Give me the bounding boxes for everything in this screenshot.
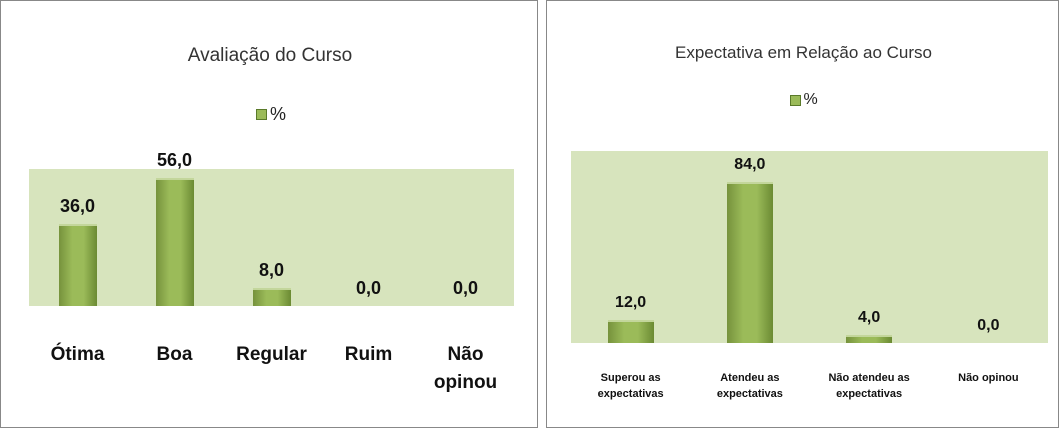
data-label: 4,0 <box>858 309 881 327</box>
x-tick-label: Superou as expectativas <box>597 372 664 400</box>
bar <box>252 287 291 306</box>
bar <box>607 319 654 343</box>
bar <box>846 335 893 343</box>
chart-panel: Expectativa em Relação ao Curso% Superou … <box>546 0 1059 428</box>
bar <box>58 223 97 306</box>
x-tick-label: Não atendeu as expectativas <box>828 372 910 400</box>
data-label: 84,0 <box>734 155 766 173</box>
bar <box>726 181 773 343</box>
legend-swatch <box>789 94 801 106</box>
data-label: 12,0 <box>615 293 647 311</box>
data-label: 0,0 <box>977 317 1000 334</box>
x-tick-label: Atendeu as expectativas <box>716 372 783 400</box>
x-tick-label: Ótima <box>50 344 105 365</box>
plot-area <box>29 169 514 306</box>
legend: % <box>789 91 818 109</box>
x-tick-label: Não opinou <box>433 344 498 393</box>
data-label: 8,0 <box>258 259 285 280</box>
bar <box>155 178 194 306</box>
chart-title: Expectativa em Relação ao Curso <box>674 43 933 62</box>
data-label: 0,0 <box>355 278 382 298</box>
x-tick-label: Ruim <box>344 344 393 365</box>
x-tick-label: Regular <box>236 344 307 365</box>
x-tick-label: Não opinou <box>958 372 1019 384</box>
plot-area <box>571 151 1048 343</box>
chart-title: Avaliação do Curso <box>187 45 353 66</box>
legend-label: % <box>803 91 818 108</box>
data-label: 36,0 <box>59 195 96 216</box>
legend-label: % <box>270 104 287 124</box>
data-label: 0,0 <box>452 278 479 298</box>
x-tick-label: Boa <box>156 344 193 365</box>
data-label: 56,0 <box>156 150 193 171</box>
legend-swatch <box>256 109 267 120</box>
legend: % <box>256 104 286 125</box>
chart-panel: Avaliação do Curso% Ótima Boa Regular Ruim Nã… <box>0 0 538 428</box>
